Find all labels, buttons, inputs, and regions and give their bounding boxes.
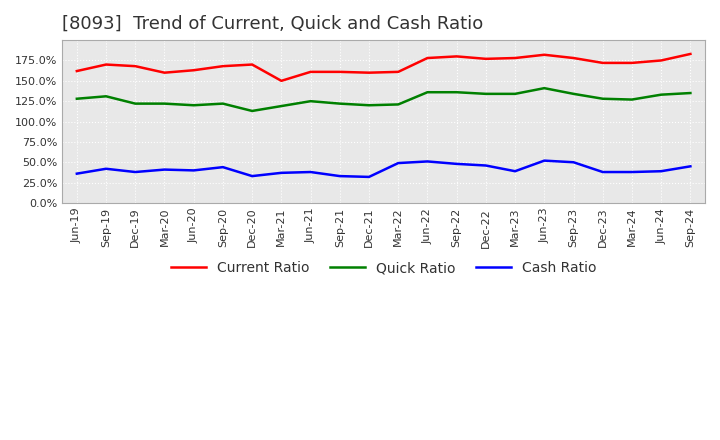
- Current Ratio: [510, 55, 519, 61]
- Cash Ratio: [657, 169, 665, 174]
- Cash Ratio: [394, 161, 402, 166]
- Current Ratio: [394, 69, 402, 74]
- Quick Ratio: [686, 90, 695, 95]
- Quick Ratio: [73, 96, 81, 101]
- Current Ratio: [277, 78, 286, 84]
- Cash Ratio: [686, 164, 695, 169]
- Cash Ratio: [189, 168, 198, 173]
- Current Ratio: [482, 56, 490, 62]
- Cash Ratio: [219, 165, 228, 170]
- Line: Current Ratio: Current Ratio: [77, 54, 690, 81]
- Quick Ratio: [598, 96, 607, 101]
- Current Ratio: [657, 58, 665, 63]
- Cash Ratio: [423, 159, 432, 164]
- Quick Ratio: [628, 97, 636, 102]
- Quick Ratio: [452, 90, 461, 95]
- Current Ratio: [131, 63, 140, 69]
- Cash Ratio: [628, 169, 636, 175]
- Line: Cash Ratio: Cash Ratio: [77, 161, 690, 177]
- Quick Ratio: [394, 102, 402, 107]
- Cash Ratio: [336, 173, 344, 179]
- Cash Ratio: [540, 158, 549, 163]
- Cash Ratio: [73, 171, 81, 176]
- Quick Ratio: [510, 91, 519, 96]
- Cash Ratio: [510, 169, 519, 174]
- Current Ratio: [219, 63, 228, 69]
- Quick Ratio: [219, 101, 228, 106]
- Current Ratio: [160, 70, 168, 75]
- Quick Ratio: [540, 85, 549, 91]
- Quick Ratio: [482, 91, 490, 96]
- Quick Ratio: [189, 103, 198, 108]
- Current Ratio: [570, 55, 578, 61]
- Current Ratio: [306, 69, 315, 74]
- Quick Ratio: [365, 103, 374, 108]
- Current Ratio: [102, 62, 110, 67]
- Cash Ratio: [102, 166, 110, 172]
- Current Ratio: [189, 68, 198, 73]
- Current Ratio: [73, 68, 81, 73]
- Current Ratio: [248, 62, 256, 67]
- Quick Ratio: [102, 94, 110, 99]
- Current Ratio: [452, 54, 461, 59]
- Quick Ratio: [248, 108, 256, 114]
- Quick Ratio: [277, 103, 286, 109]
- Line: Quick Ratio: Quick Ratio: [77, 88, 690, 111]
- Quick Ratio: [570, 91, 578, 96]
- Cash Ratio: [277, 170, 286, 176]
- Quick Ratio: [336, 101, 344, 106]
- Quick Ratio: [423, 90, 432, 95]
- Cash Ratio: [365, 174, 374, 180]
- Current Ratio: [628, 60, 636, 66]
- Cash Ratio: [306, 169, 315, 175]
- Quick Ratio: [657, 92, 665, 97]
- Quick Ratio: [160, 101, 168, 106]
- Cash Ratio: [131, 169, 140, 175]
- Quick Ratio: [306, 99, 315, 104]
- Legend: Current Ratio, Quick Ratio, Cash Ratio: Current Ratio, Quick Ratio, Cash Ratio: [165, 256, 602, 281]
- Current Ratio: [540, 52, 549, 57]
- Text: [8093]  Trend of Current, Quick and Cash Ratio: [8093] Trend of Current, Quick and Cash …: [62, 15, 484, 33]
- Current Ratio: [598, 60, 607, 66]
- Cash Ratio: [160, 167, 168, 172]
- Quick Ratio: [131, 101, 140, 106]
- Cash Ratio: [248, 173, 256, 179]
- Current Ratio: [423, 55, 432, 61]
- Current Ratio: [365, 70, 374, 75]
- Cash Ratio: [598, 169, 607, 175]
- Cash Ratio: [482, 163, 490, 168]
- Current Ratio: [336, 69, 344, 74]
- Cash Ratio: [452, 161, 461, 166]
- Cash Ratio: [570, 160, 578, 165]
- Current Ratio: [686, 51, 695, 57]
